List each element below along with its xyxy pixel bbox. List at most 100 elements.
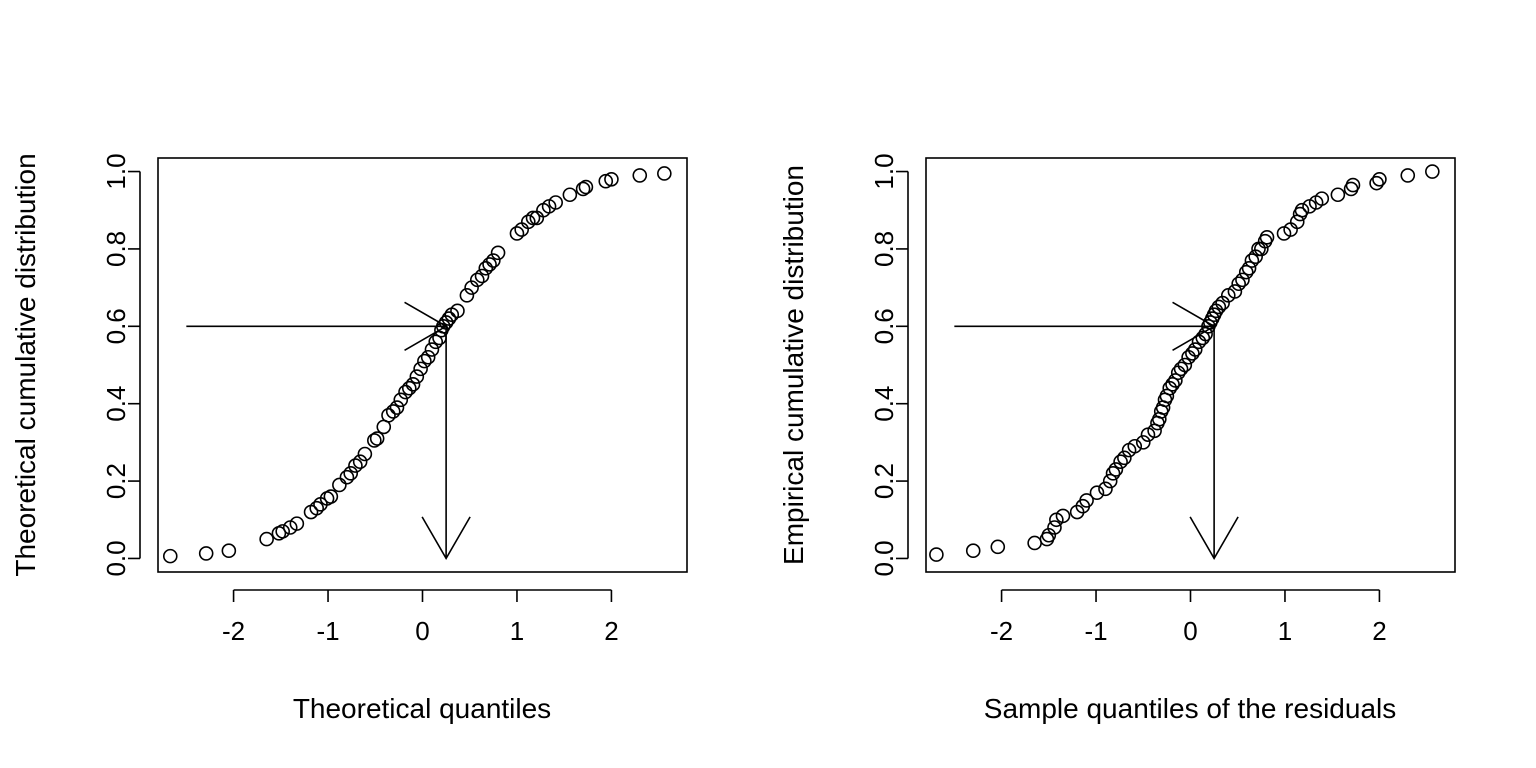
data-point [398, 384, 413, 400]
y-axis-label: Theoretical cumulative distribution [10, 153, 41, 576]
data-point [657, 166, 672, 181]
data-point [490, 245, 506, 261]
data-point [1400, 168, 1416, 183]
data-point [450, 303, 465, 319]
data-point [604, 171, 619, 187]
y-tick-label: 0.8 [869, 231, 899, 267]
data-point [632, 168, 648, 183]
data-point [393, 392, 409, 408]
data-point [929, 547, 944, 562]
data-point [1259, 230, 1275, 245]
data-point [1425, 164, 1440, 179]
data-point [441, 311, 457, 326]
data-point [990, 539, 1006, 555]
data-point [367, 433, 382, 448]
data-point [289, 516, 305, 531]
data-point [275, 524, 290, 539]
data-point [1241, 260, 1257, 276]
left-panel: -2 -1 0 1 2 0.0 0.2 0.4 0.6 0.8 1.0 Theoretical q… [10, 153, 688, 724]
x-tick-label: 1 [510, 616, 524, 646]
data-point [575, 181, 591, 197]
y-tick-label: 0.0 [869, 540, 899, 576]
y-tick-label: 1.0 [869, 153, 899, 189]
data-point [1113, 454, 1128, 470]
data-point [1127, 438, 1143, 454]
data-point [548, 195, 563, 210]
data-point [259, 531, 274, 547]
arrow-layer [186, 301, 471, 561]
data-point [389, 400, 405, 415]
x-tick-label: 0 [415, 616, 429, 646]
data-point [1055, 508, 1071, 524]
y-axis: 0.0 0.2 0.4 0.6 0.8 1.0 [869, 153, 909, 577]
x-axis-label: Sample quantiles of the residuals [984, 693, 1396, 724]
data-point [1165, 377, 1180, 392]
arrow-head [421, 516, 471, 561]
y-tick-label: 0.2 [101, 463, 131, 499]
data-point [162, 548, 178, 564]
data-point [1105, 466, 1121, 481]
x-tick-label: -2 [222, 616, 245, 646]
x-tick-label: 2 [604, 616, 618, 646]
data-point [428, 334, 444, 350]
data-point [1235, 272, 1250, 288]
data-point [474, 268, 490, 284]
data-point [401, 380, 417, 396]
data-point [385, 404, 401, 419]
plot-frame [157, 157, 688, 573]
data-point [424, 342, 440, 357]
y-tick-label: 0.8 [101, 231, 131, 267]
data-point [1079, 493, 1094, 508]
y-tick-label: 1.0 [101, 153, 131, 189]
data-point [1195, 330, 1211, 346]
y-tick-label: 0.4 [869, 386, 899, 422]
data-point [1089, 485, 1105, 500]
y-axis-label: Empirical cumulative distribution [778, 165, 809, 565]
data-point [420, 349, 436, 365]
data-point [1117, 450, 1132, 466]
data-point [381, 407, 396, 423]
x-tick-label: -1 [1084, 616, 1107, 646]
data-point [1159, 388, 1175, 404]
data-point [339, 469, 355, 485]
data-point [1185, 346, 1200, 361]
y-tick-label: 0.6 [869, 308, 899, 344]
data-points [929, 164, 1440, 562]
data-points [162, 166, 672, 564]
data-point [413, 361, 428, 377]
data-point [478, 260, 494, 276]
y-tick-label: 0.0 [101, 540, 131, 576]
data-point [469, 272, 485, 288]
data-point [352, 454, 368, 470]
data-point [198, 546, 214, 561]
arrow-head [1189, 516, 1239, 561]
data-point [1027, 535, 1042, 551]
data-point [1187, 342, 1203, 357]
y-tick-label: 0.6 [101, 308, 131, 344]
plot-frame [925, 157, 1456, 573]
data-point [409, 369, 425, 384]
right-panel: -2 -1 0 1 2 0.0 0.2 0.4 0.6 0.8 1.0 Sample quanti… [778, 153, 1456, 724]
x-tick-label: -1 [316, 616, 339, 646]
y-tick-label: 0.2 [869, 463, 899, 499]
x-tick-label: -2 [990, 616, 1013, 646]
data-point [1345, 177, 1361, 193]
data-point [1102, 473, 1118, 489]
data-point [1372, 171, 1387, 187]
data-point [323, 489, 339, 504]
data-point [405, 377, 421, 392]
data-point [965, 543, 981, 559]
data-point [1108, 462, 1124, 477]
data-point [482, 257, 497, 272]
data-point [348, 458, 363, 473]
x-tick-label: 2 [1372, 616, 1386, 646]
x-axis: -2 -1 0 1 2 [990, 589, 1387, 646]
data-point [1251, 241, 1266, 257]
data-point [562, 187, 578, 203]
data-point [509, 226, 525, 241]
data-point [459, 288, 475, 303]
data-point [1369, 175, 1384, 191]
data-point [1231, 276, 1246, 292]
x-tick-label: 1 [1278, 616, 1292, 646]
